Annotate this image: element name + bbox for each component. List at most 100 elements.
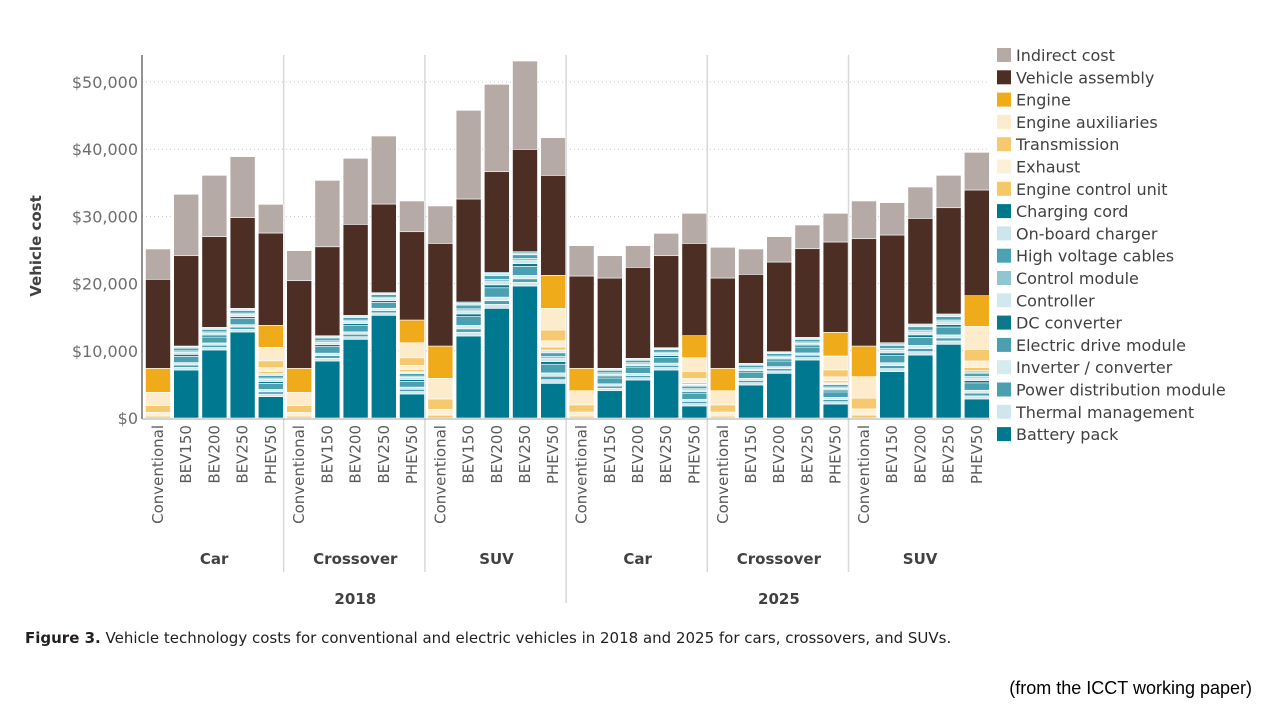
bar-segment-power-distribution-module bbox=[822, 399, 849, 402]
bar-segment-electric-drive-module bbox=[935, 326, 962, 336]
bar-segment-engine bbox=[540, 275, 567, 309]
x-category-label: BEV250 bbox=[798, 425, 816, 484]
bar-segment-electric-drive-module bbox=[963, 382, 990, 391]
bar-segment-battery-pack bbox=[229, 331, 256, 419]
bar-segment-vehicle-assembly bbox=[399, 231, 425, 321]
bar-segment-exhaust bbox=[822, 376, 849, 382]
bar-segment-indirect-cost bbox=[907, 186, 934, 219]
x-category-label: Conventional bbox=[855, 425, 873, 524]
x-category-label: PHEV50 bbox=[968, 425, 986, 484]
bar-segment-controller bbox=[879, 349, 906, 354]
bar-segment-exhaust bbox=[963, 360, 990, 368]
bar-segment-exhaust bbox=[540, 340, 567, 348]
legend-label: Engine control unit bbox=[1016, 180, 1167, 199]
legend-swatch bbox=[997, 427, 1011, 442]
bar-segment-engine bbox=[681, 335, 708, 359]
bar-segment-thermal-management bbox=[455, 331, 482, 337]
bar-segment-engine-auxiliaries bbox=[709, 390, 736, 406]
vehicle-group-label: SUV bbox=[903, 550, 938, 568]
bar-segment-electric-drive-module bbox=[822, 391, 849, 398]
bar-segment-inverter-converter bbox=[512, 275, 538, 280]
bar-segment-indirect-cost bbox=[709, 247, 736, 279]
x-category-label: BEV150 bbox=[883, 425, 901, 484]
x-category-label: Conventional bbox=[573, 425, 591, 524]
bar-segment-thermal-management bbox=[963, 395, 990, 400]
bar-segment-vehicle-assembly bbox=[625, 267, 651, 359]
bar-segment-indirect-cost bbox=[540, 137, 567, 176]
x-category-label: BEV250 bbox=[940, 425, 958, 484]
vehicle-group-label: Crossover bbox=[313, 550, 398, 568]
bar-segment-electric-drive-module bbox=[681, 393, 708, 400]
bar-segment-high-voltage-cables bbox=[201, 329, 228, 333]
legend-swatch bbox=[997, 181, 1011, 196]
x-category-label: Conventional bbox=[431, 425, 449, 524]
bar-segment-power-distribution-module bbox=[540, 375, 567, 380]
bar-segment-power-distribution-module bbox=[907, 348, 934, 352]
bar-segment-indirect-cost bbox=[314, 180, 341, 248]
bar-segment-dc-converter bbox=[455, 313, 482, 317]
bar-segment-controller bbox=[257, 379, 284, 382]
bar-segment-electric-drive-module bbox=[455, 316, 482, 326]
bar-segment-power-distribution-module bbox=[370, 310, 397, 314]
bar-segment-battery-pack bbox=[399, 393, 425, 419]
bar-segment-thermal-management bbox=[794, 357, 821, 361]
x-category-label: Conventional bbox=[149, 425, 167, 524]
x-category-label: BEV200 bbox=[911, 425, 929, 484]
bar-segment-thermal-management bbox=[935, 340, 962, 345]
source-note: (from the ICCT working paper) bbox=[1009, 678, 1252, 698]
bar-segment-indirect-cost bbox=[766, 236, 793, 263]
bar-segment-vehicle-assembly bbox=[907, 218, 934, 325]
x-category-label: BEV250 bbox=[375, 425, 393, 484]
bar-segment-vehicle-assembly bbox=[963, 189, 990, 296]
bar-segment-electric-drive-module bbox=[653, 357, 680, 364]
bar-segment-high-voltage-cables bbox=[399, 373, 425, 377]
bar-segment-battery-pack bbox=[935, 343, 962, 419]
bar-segment-engine bbox=[286, 368, 313, 393]
bar-segment-vehicle-assembly bbox=[201, 236, 228, 328]
bar-segment-electric-drive-module bbox=[794, 346, 821, 354]
bar-segment-high-voltage-cables bbox=[229, 310, 256, 314]
legend-swatch bbox=[997, 382, 1011, 397]
bar-segment-indirect-cost bbox=[257, 204, 284, 234]
bar-segment-electric-drive-module bbox=[766, 360, 793, 367]
x-category-label: BEV250 bbox=[516, 425, 534, 484]
bar-segment-power-distribution-module bbox=[879, 365, 906, 369]
bar-segment-indirect-cost bbox=[681, 213, 708, 244]
bar-segment-inverter-converter bbox=[370, 307, 397, 311]
legend-label: Electric drive module bbox=[1016, 336, 1186, 355]
bar-segment-vehicle-assembly bbox=[229, 217, 256, 309]
bar-segment-dc-converter bbox=[907, 334, 934, 338]
x-category-label: Conventional bbox=[290, 425, 308, 524]
bar-segment-thermal-management bbox=[370, 312, 397, 316]
bar-segment-vehicle-assembly bbox=[596, 277, 623, 369]
bar-segment-electric-drive-module bbox=[399, 381, 425, 388]
bar-segment-engine-control-unit bbox=[399, 369, 425, 372]
bar-segment-battery-pack bbox=[681, 405, 708, 419]
bar-segment-inverter-converter bbox=[879, 362, 906, 366]
bar-segment-electric-drive-module bbox=[314, 346, 341, 354]
bar-segment-power-distribution-module bbox=[201, 344, 228, 348]
bar-segment-controller bbox=[483, 281, 510, 286]
bar-segment-high-voltage-cables bbox=[653, 349, 680, 353]
year-label: 2018 bbox=[334, 590, 376, 608]
legend-label: Inverter / converter bbox=[1016, 358, 1173, 377]
bar-segment-controller bbox=[455, 310, 482, 315]
bar-segment-engine-auxiliaries bbox=[257, 347, 284, 362]
bar-segment-inverter-converter bbox=[257, 389, 284, 393]
legend-label: High voltage cables bbox=[1016, 247, 1174, 266]
bar-segment-battery-pack bbox=[879, 371, 906, 419]
x-category-label: BEV150 bbox=[601, 425, 619, 484]
legend-label: Charging cord bbox=[1016, 202, 1128, 221]
bar-segment-battery-pack bbox=[201, 349, 228, 419]
bar-segment-exhaust bbox=[568, 411, 595, 417]
bar-segment-indirect-cost bbox=[286, 250, 313, 282]
x-category-label: BEV150 bbox=[742, 425, 760, 484]
bar-segment-battery-pack bbox=[653, 369, 680, 419]
bar-segment-thermal-management bbox=[257, 393, 284, 397]
bar-segment-high-voltage-cables bbox=[963, 372, 990, 377]
bar-segment-vehicle-assembly bbox=[766, 261, 793, 352]
bar-segment-power-distribution-module bbox=[483, 300, 510, 305]
bar-segment-engine-control-unit bbox=[427, 414, 454, 419]
bar-segment-transmission bbox=[681, 371, 708, 379]
legend-label: Engine auxiliaries bbox=[1016, 113, 1158, 132]
